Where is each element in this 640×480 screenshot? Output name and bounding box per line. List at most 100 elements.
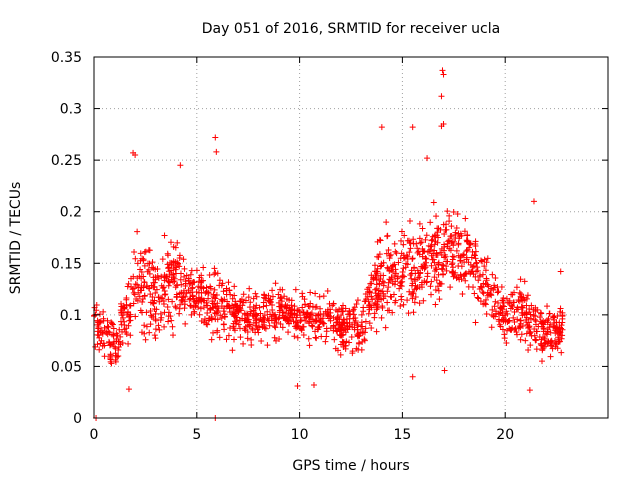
data-point — [447, 284, 454, 291]
data-point — [211, 294, 218, 301]
data-point — [146, 270, 153, 277]
data-point — [208, 336, 215, 343]
data-point — [361, 336, 368, 343]
data-point — [388, 275, 395, 282]
data-point — [410, 309, 417, 316]
data-point — [209, 298, 216, 305]
data-point — [159, 285, 166, 292]
data-point — [137, 307, 144, 314]
data-point — [397, 280, 404, 287]
data-point — [371, 314, 378, 321]
data-point — [340, 302, 347, 309]
data-point — [112, 350, 119, 357]
data-point — [237, 298, 244, 305]
data-point — [207, 285, 214, 292]
data-point — [409, 124, 416, 131]
data-point — [415, 248, 422, 255]
data-point — [107, 341, 114, 348]
data-point — [366, 289, 373, 296]
data-point — [203, 299, 210, 306]
data-point — [474, 294, 481, 301]
data-point — [463, 254, 470, 261]
data-point — [177, 270, 184, 277]
data-point — [487, 287, 494, 294]
data-point — [558, 349, 565, 356]
data-point — [177, 276, 184, 283]
data-point — [334, 314, 341, 321]
data-point — [285, 310, 292, 317]
data-point — [407, 245, 414, 252]
data-point — [540, 344, 547, 351]
data-point — [441, 230, 448, 237]
data-point — [497, 304, 504, 311]
data-point — [344, 324, 351, 331]
data-point — [370, 276, 377, 283]
data-point — [130, 273, 137, 280]
data-point — [548, 337, 555, 344]
data-point — [205, 295, 212, 302]
data-point — [193, 288, 200, 295]
data-point — [137, 257, 144, 264]
data-point — [180, 256, 187, 263]
data-point — [330, 322, 337, 329]
data-point — [240, 291, 247, 298]
data-point — [520, 294, 527, 301]
data-point — [300, 331, 307, 338]
data-point — [119, 339, 126, 346]
data-point — [480, 290, 487, 297]
data-point — [461, 228, 468, 235]
data-point — [231, 292, 238, 299]
data-point — [255, 329, 262, 336]
data-point — [446, 245, 453, 252]
data-point — [187, 302, 194, 309]
data-point — [443, 226, 450, 233]
data-point — [162, 291, 169, 298]
data-point — [104, 323, 111, 330]
data-point — [150, 299, 157, 306]
data-point — [412, 294, 419, 301]
data-point — [389, 309, 396, 316]
data-point — [146, 260, 153, 267]
data-point — [441, 251, 448, 258]
data-point — [210, 291, 217, 298]
data-point — [478, 284, 485, 291]
data-point — [159, 256, 166, 263]
data-point — [448, 261, 455, 268]
data-point — [472, 319, 479, 326]
data-point — [138, 329, 145, 336]
data-point — [307, 289, 314, 296]
data-point — [211, 301, 218, 308]
data-point — [374, 265, 381, 272]
data-point — [212, 134, 219, 141]
data-point — [514, 316, 521, 323]
data-point — [264, 308, 271, 315]
data-point — [165, 309, 172, 316]
data-point — [429, 256, 436, 263]
data-point — [296, 308, 303, 315]
data-point — [440, 262, 447, 269]
data-point — [513, 284, 520, 291]
data-point — [327, 317, 334, 324]
data-point — [260, 294, 267, 301]
data-point — [120, 314, 127, 321]
data-point — [439, 67, 446, 74]
data-point — [164, 250, 171, 257]
data-point — [475, 295, 482, 302]
data-point — [302, 301, 309, 308]
data-point — [471, 290, 478, 297]
data-point — [391, 272, 398, 279]
data-point — [392, 248, 399, 255]
data-point — [446, 218, 453, 225]
data-point — [267, 299, 274, 306]
data-points-layer — [91, 67, 566, 421]
data-point — [161, 288, 168, 295]
data-point — [248, 336, 255, 343]
data-point — [463, 248, 470, 255]
data-point — [410, 290, 417, 297]
data-point — [188, 311, 195, 318]
data-point — [427, 219, 434, 226]
data-point — [503, 308, 510, 315]
data-point — [94, 318, 101, 325]
data-point — [312, 334, 319, 341]
